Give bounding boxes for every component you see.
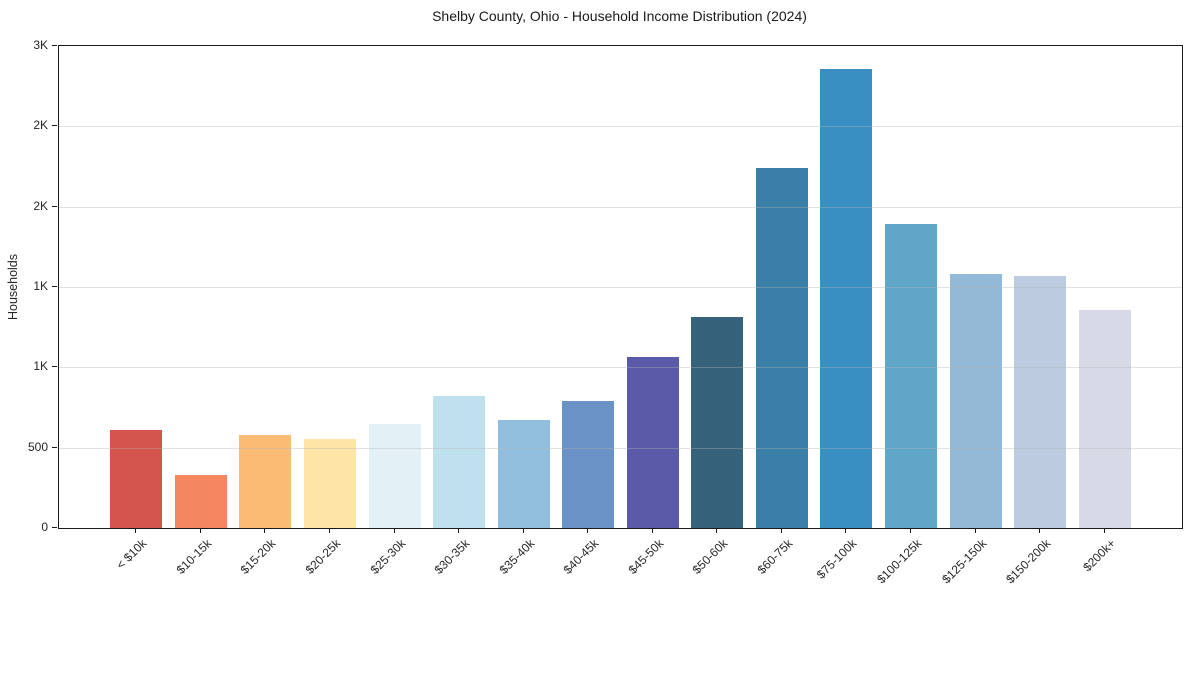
- x-tick-label: $25-30k: [367, 536, 408, 577]
- x-tick-label: $200k+: [1079, 536, 1118, 575]
- x-tick-mark: [716, 528, 718, 533]
- x-tick-label: < $10k: [113, 536, 150, 572]
- bar: [562, 401, 615, 528]
- y-tick-label: 2K: [33, 198, 48, 213]
- bar: [497, 420, 550, 528]
- bar: [110, 430, 163, 528]
- gridline: [59, 367, 1182, 369]
- x-tick-mark: [845, 528, 847, 533]
- x-tick-mark: [393, 528, 395, 533]
- y-tick-label: 500: [27, 439, 48, 454]
- y-tick-label: 0: [41, 520, 48, 534]
- x-tick-mark: [135, 528, 137, 533]
- bar: [174, 474, 227, 528]
- x-tick-label: $150-200k: [1003, 536, 1054, 587]
- x-tick-mark: [974, 528, 976, 533]
- bar: [239, 434, 292, 528]
- y-tick-mark: [52, 446, 57, 448]
- x-tick-mark: [1039, 528, 1041, 533]
- x-tick-label: $50-60k: [689, 536, 731, 577]
- bar: [755, 168, 808, 528]
- gridline: [59, 126, 1182, 128]
- y-tick-mark: [52, 366, 57, 368]
- x-tick-mark: [910, 528, 912, 533]
- plot-area: [58, 45, 1183, 529]
- x-tick-mark: [522, 528, 524, 533]
- y-tick-label: 1K: [33, 279, 48, 293]
- bar: [1014, 275, 1067, 528]
- x-tick-mark: [328, 528, 330, 533]
- chart-title: Shelby County, Ohio - Household Income D…: [432, 8, 807, 24]
- bar: [949, 274, 1002, 528]
- x-tick-label: $100-125k: [874, 536, 925, 587]
- bar: [433, 396, 486, 528]
- y-tick-mark: [52, 286, 57, 287]
- x-tick-label: $20-25k: [302, 536, 344, 577]
- bar: [691, 316, 744, 528]
- gridline: [59, 206, 1182, 208]
- bar: [303, 438, 356, 528]
- x-tick-mark: [651, 528, 653, 533]
- x-tick-mark: [199, 528, 201, 533]
- bar: [1078, 310, 1131, 528]
- x-tick-label: $75-100k: [814, 536, 860, 582]
- bar: [626, 356, 679, 528]
- x-tick-mark: [458, 528, 460, 533]
- gridline: [59, 287, 1182, 288]
- bar: [885, 224, 938, 528]
- x-tick-label: $35-40k: [496, 536, 537, 577]
- x-tick-label: $45-50k: [625, 536, 666, 577]
- x-tick-label: $30-35k: [431, 536, 473, 577]
- x-tick-label: $15-20k: [238, 536, 279, 577]
- x-tick-mark: [587, 528, 589, 533]
- x-tick-mark: [1103, 528, 1105, 533]
- x-tick-mark: [780, 528, 782, 533]
- y-tick-mark: [52, 205, 57, 207]
- x-tick-label: $10-15k: [173, 536, 215, 577]
- y-tick-mark: [52, 527, 57, 528]
- y-tick-mark: [52, 45, 57, 46]
- x-tick-label: $125-150k: [938, 536, 989, 587]
- chart-figure: Shelby County, Ohio - Household Income D…: [6, 8, 1183, 587]
- y-tick-label: 3K: [33, 38, 48, 52]
- gridline: [59, 447, 1182, 449]
- x-tick-label: $40-45k: [560, 536, 602, 577]
- x-tick-mark: [264, 528, 266, 533]
- bar: [368, 424, 421, 528]
- x-tick-label: $60-75k: [754, 536, 796, 577]
- bar: [820, 68, 873, 528]
- y-tick-label: 2K: [33, 118, 48, 133]
- y-tick-mark: [52, 125, 57, 127]
- y-tick-label: 1K: [33, 359, 48, 374]
